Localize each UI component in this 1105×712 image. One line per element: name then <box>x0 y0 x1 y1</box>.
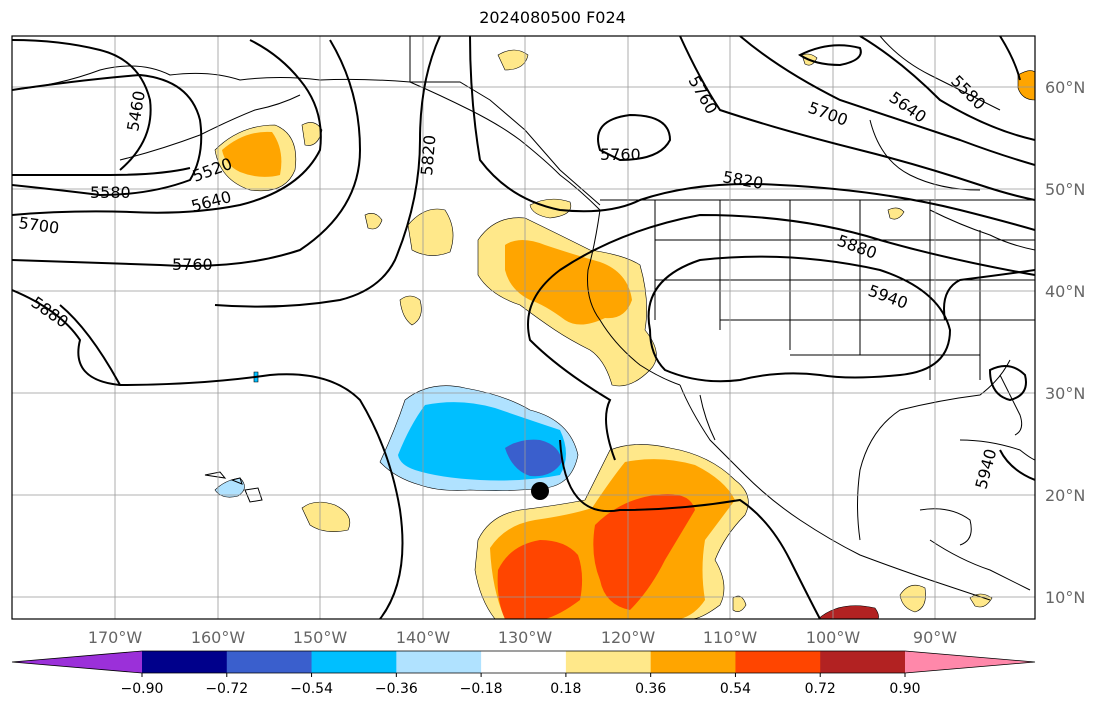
coastline-layer <box>12 36 1035 601</box>
lon-label: 140°W <box>396 628 451 647</box>
colorbar-extend-high <box>905 651 1035 673</box>
colorbar-tick-label: 0.36 <box>635 681 666 697</box>
anomaly-fill-layer <box>214 49 1035 619</box>
lat-label: 60°N <box>1045 78 1085 97</box>
colorbar-segment <box>650 651 736 673</box>
colorbar: −0.90 −0.72 −0.54 −0.36 −0.18 0.18 0.36 0.54 0.7… <box>11 650 1036 697</box>
storm-center-dot <box>531 482 549 500</box>
colorbar-segment <box>142 651 228 673</box>
latitude-labels: 60°N 50°N 40°N 30°N 20°N 10°N <box>1045 78 1085 607</box>
lon-label: 90°W <box>913 628 957 647</box>
colorbar-tick-label: −0.54 <box>290 681 333 697</box>
colorbar-segment <box>565 651 652 673</box>
contour-label: 5580 <box>90 183 131 202</box>
map-frame <box>11 35 1036 620</box>
map-title: 2024080500 F024 <box>479 8 626 27</box>
lat-label: 20°N <box>1045 486 1085 505</box>
colorbar-tick-label: 0.90 <box>889 681 920 697</box>
contour-label: 5760 <box>600 145 641 164</box>
colorbar-segment <box>820 651 906 673</box>
positive-anomaly-alaska-core <box>222 131 282 177</box>
colorbar-segment <box>396 651 482 673</box>
lon-label: 130°W <box>498 628 553 647</box>
lat-label: 40°N <box>1045 282 1085 301</box>
lon-label: 160°W <box>191 628 246 647</box>
lat-label: 30°N <box>1045 384 1085 403</box>
lon-label: 100°W <box>806 628 861 647</box>
colorbar-tick-label: 0.54 <box>720 681 751 697</box>
lon-label: 120°W <box>601 628 656 647</box>
colorbar-extend-low <box>12 651 142 673</box>
graticule <box>12 36 1035 619</box>
colorbar-tick-label: 0.18 <box>550 681 581 697</box>
colorbar-segment <box>481 651 567 673</box>
height-contours <box>12 36 1035 619</box>
lon-label: 150°W <box>293 628 348 647</box>
colorbar-tick-label: −0.72 <box>205 681 248 697</box>
colorbar-segment <box>735 651 821 673</box>
longitude-labels: 170°W 160°W 150°W 140°W 130°W 120°W 110°… <box>88 628 957 647</box>
colorbar-tick-label: −0.36 <box>375 681 418 697</box>
contour-label: 5760 <box>172 255 213 274</box>
colorbar-tick-label: −0.18 <box>460 681 503 697</box>
lon-label: 170°W <box>88 628 143 647</box>
lat-label: 50°N <box>1045 180 1085 199</box>
lon-label: 110°W <box>703 628 758 647</box>
colorbar-segment <box>311 651 397 673</box>
contour-label: 5820 <box>417 134 439 176</box>
colorbar-segment <box>226 651 313 673</box>
lat-label: 10°N <box>1045 588 1085 607</box>
colorbar-tick-label: −0.90 <box>121 681 164 697</box>
colorbar-tick-label: 0.72 <box>805 681 836 697</box>
